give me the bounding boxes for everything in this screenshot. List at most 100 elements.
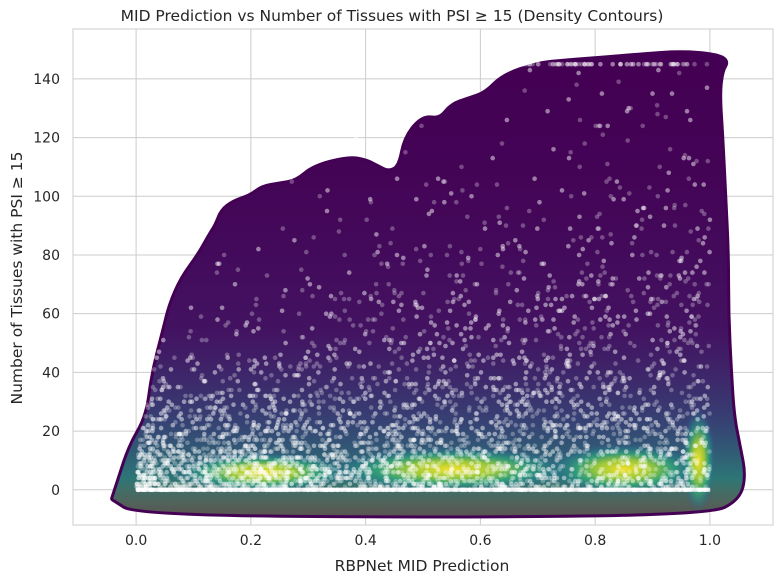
scatter-point <box>217 478 223 484</box>
scatter-point <box>474 466 480 472</box>
scatter-point <box>303 475 309 481</box>
scatter-point <box>691 381 697 387</box>
scatter-point <box>654 458 659 463</box>
scatter-point <box>621 481 626 487</box>
scatter-point <box>363 461 369 466</box>
scatter-point <box>224 469 230 475</box>
scatter-point <box>399 446 404 452</box>
scatter-point <box>151 466 156 472</box>
scatter-point <box>278 440 283 446</box>
scatter-point <box>635 61 641 67</box>
scatter-point <box>513 238 518 243</box>
scatter-point <box>464 381 470 387</box>
scatter-point <box>672 223 678 228</box>
scatter-point <box>557 466 562 472</box>
scatter-point <box>459 458 464 463</box>
scatter-point <box>309 455 315 460</box>
scatter-point <box>315 478 321 484</box>
scatter-point <box>305 443 310 449</box>
scatter-point <box>245 446 251 452</box>
scatter-point <box>254 437 260 443</box>
scatter-point <box>384 411 390 416</box>
scatter-point <box>273 461 278 466</box>
scatter-point <box>508 399 513 405</box>
scatter-point <box>407 420 412 425</box>
scatter-point <box>550 464 556 469</box>
scatter-point <box>469 194 474 199</box>
scatter-point <box>268 414 274 419</box>
scatter-point <box>451 478 457 484</box>
scatter-point <box>584 464 589 469</box>
scatter-point <box>637 417 642 422</box>
scatter-point <box>224 425 230 431</box>
scatter-point <box>696 290 702 296</box>
scatter-point <box>310 293 315 299</box>
scatter-point <box>404 361 410 366</box>
scatter-point <box>598 317 603 322</box>
scatter-point <box>308 458 313 463</box>
scatter-point <box>185 440 190 446</box>
scatter-point <box>347 411 353 416</box>
scatter-point <box>588 340 593 346</box>
scatter-point <box>539 434 544 440</box>
scatter-point <box>569 466 574 472</box>
scatter-point <box>614 179 620 184</box>
scatter-point <box>663 114 669 120</box>
scatter-point <box>692 317 698 322</box>
scatter-point <box>189 481 194 487</box>
scatter-point <box>600 132 606 137</box>
scatter-point <box>432 384 438 390</box>
scatter-point <box>180 478 185 484</box>
scatter-point <box>263 475 269 481</box>
scatter-point <box>688 384 693 390</box>
scatter-point <box>686 176 692 181</box>
scatter-point <box>683 431 688 437</box>
scatter-point <box>167 452 172 457</box>
scatter-point <box>454 458 459 463</box>
scatter-point <box>501 420 507 425</box>
scatter-point <box>533 337 539 343</box>
scatter-point <box>355 422 360 428</box>
scatter-point <box>644 61 649 67</box>
scatter-point <box>648 472 653 478</box>
scatter-point <box>520 258 526 264</box>
scatter-point <box>291 408 296 413</box>
scatter-point <box>700 425 705 431</box>
scatter-point <box>421 329 427 334</box>
scatter-point <box>489 420 495 425</box>
scatter-point <box>659 478 664 484</box>
scatter-point <box>691 296 697 302</box>
scatter-point <box>679 390 685 396</box>
scatter-point <box>455 431 460 437</box>
scatter-point <box>636 475 641 481</box>
scatter-point <box>529 393 535 399</box>
scatter-point <box>260 408 265 413</box>
scatter-point <box>490 61 496 67</box>
scatter-point <box>192 466 197 472</box>
scatter-point <box>641 464 646 469</box>
scatter-point <box>613 276 619 281</box>
scatter-point <box>396 308 402 314</box>
scatter-point <box>569 446 575 452</box>
scatter-point <box>360 378 365 384</box>
scatter-point <box>483 449 488 454</box>
scatter-point <box>608 475 613 481</box>
scatter-point <box>622 393 627 399</box>
scatter-point <box>644 417 650 422</box>
scatter-point <box>366 472 372 478</box>
scatter-point <box>442 399 447 405</box>
scatter-point <box>499 464 505 469</box>
scatter-point <box>672 446 678 452</box>
scatter-point <box>396 461 402 466</box>
scatter-point <box>336 464 342 469</box>
scatter-point <box>442 469 448 475</box>
scatter-point <box>642 434 647 440</box>
scatter-point <box>345 422 350 428</box>
scatter-point <box>352 440 357 446</box>
scatter-point <box>599 402 604 408</box>
scatter-point <box>654 103 660 108</box>
scatter-point <box>305 349 311 355</box>
scatter-point <box>541 408 547 413</box>
scatter-point <box>505 422 511 428</box>
scatter-point <box>309 455 315 460</box>
